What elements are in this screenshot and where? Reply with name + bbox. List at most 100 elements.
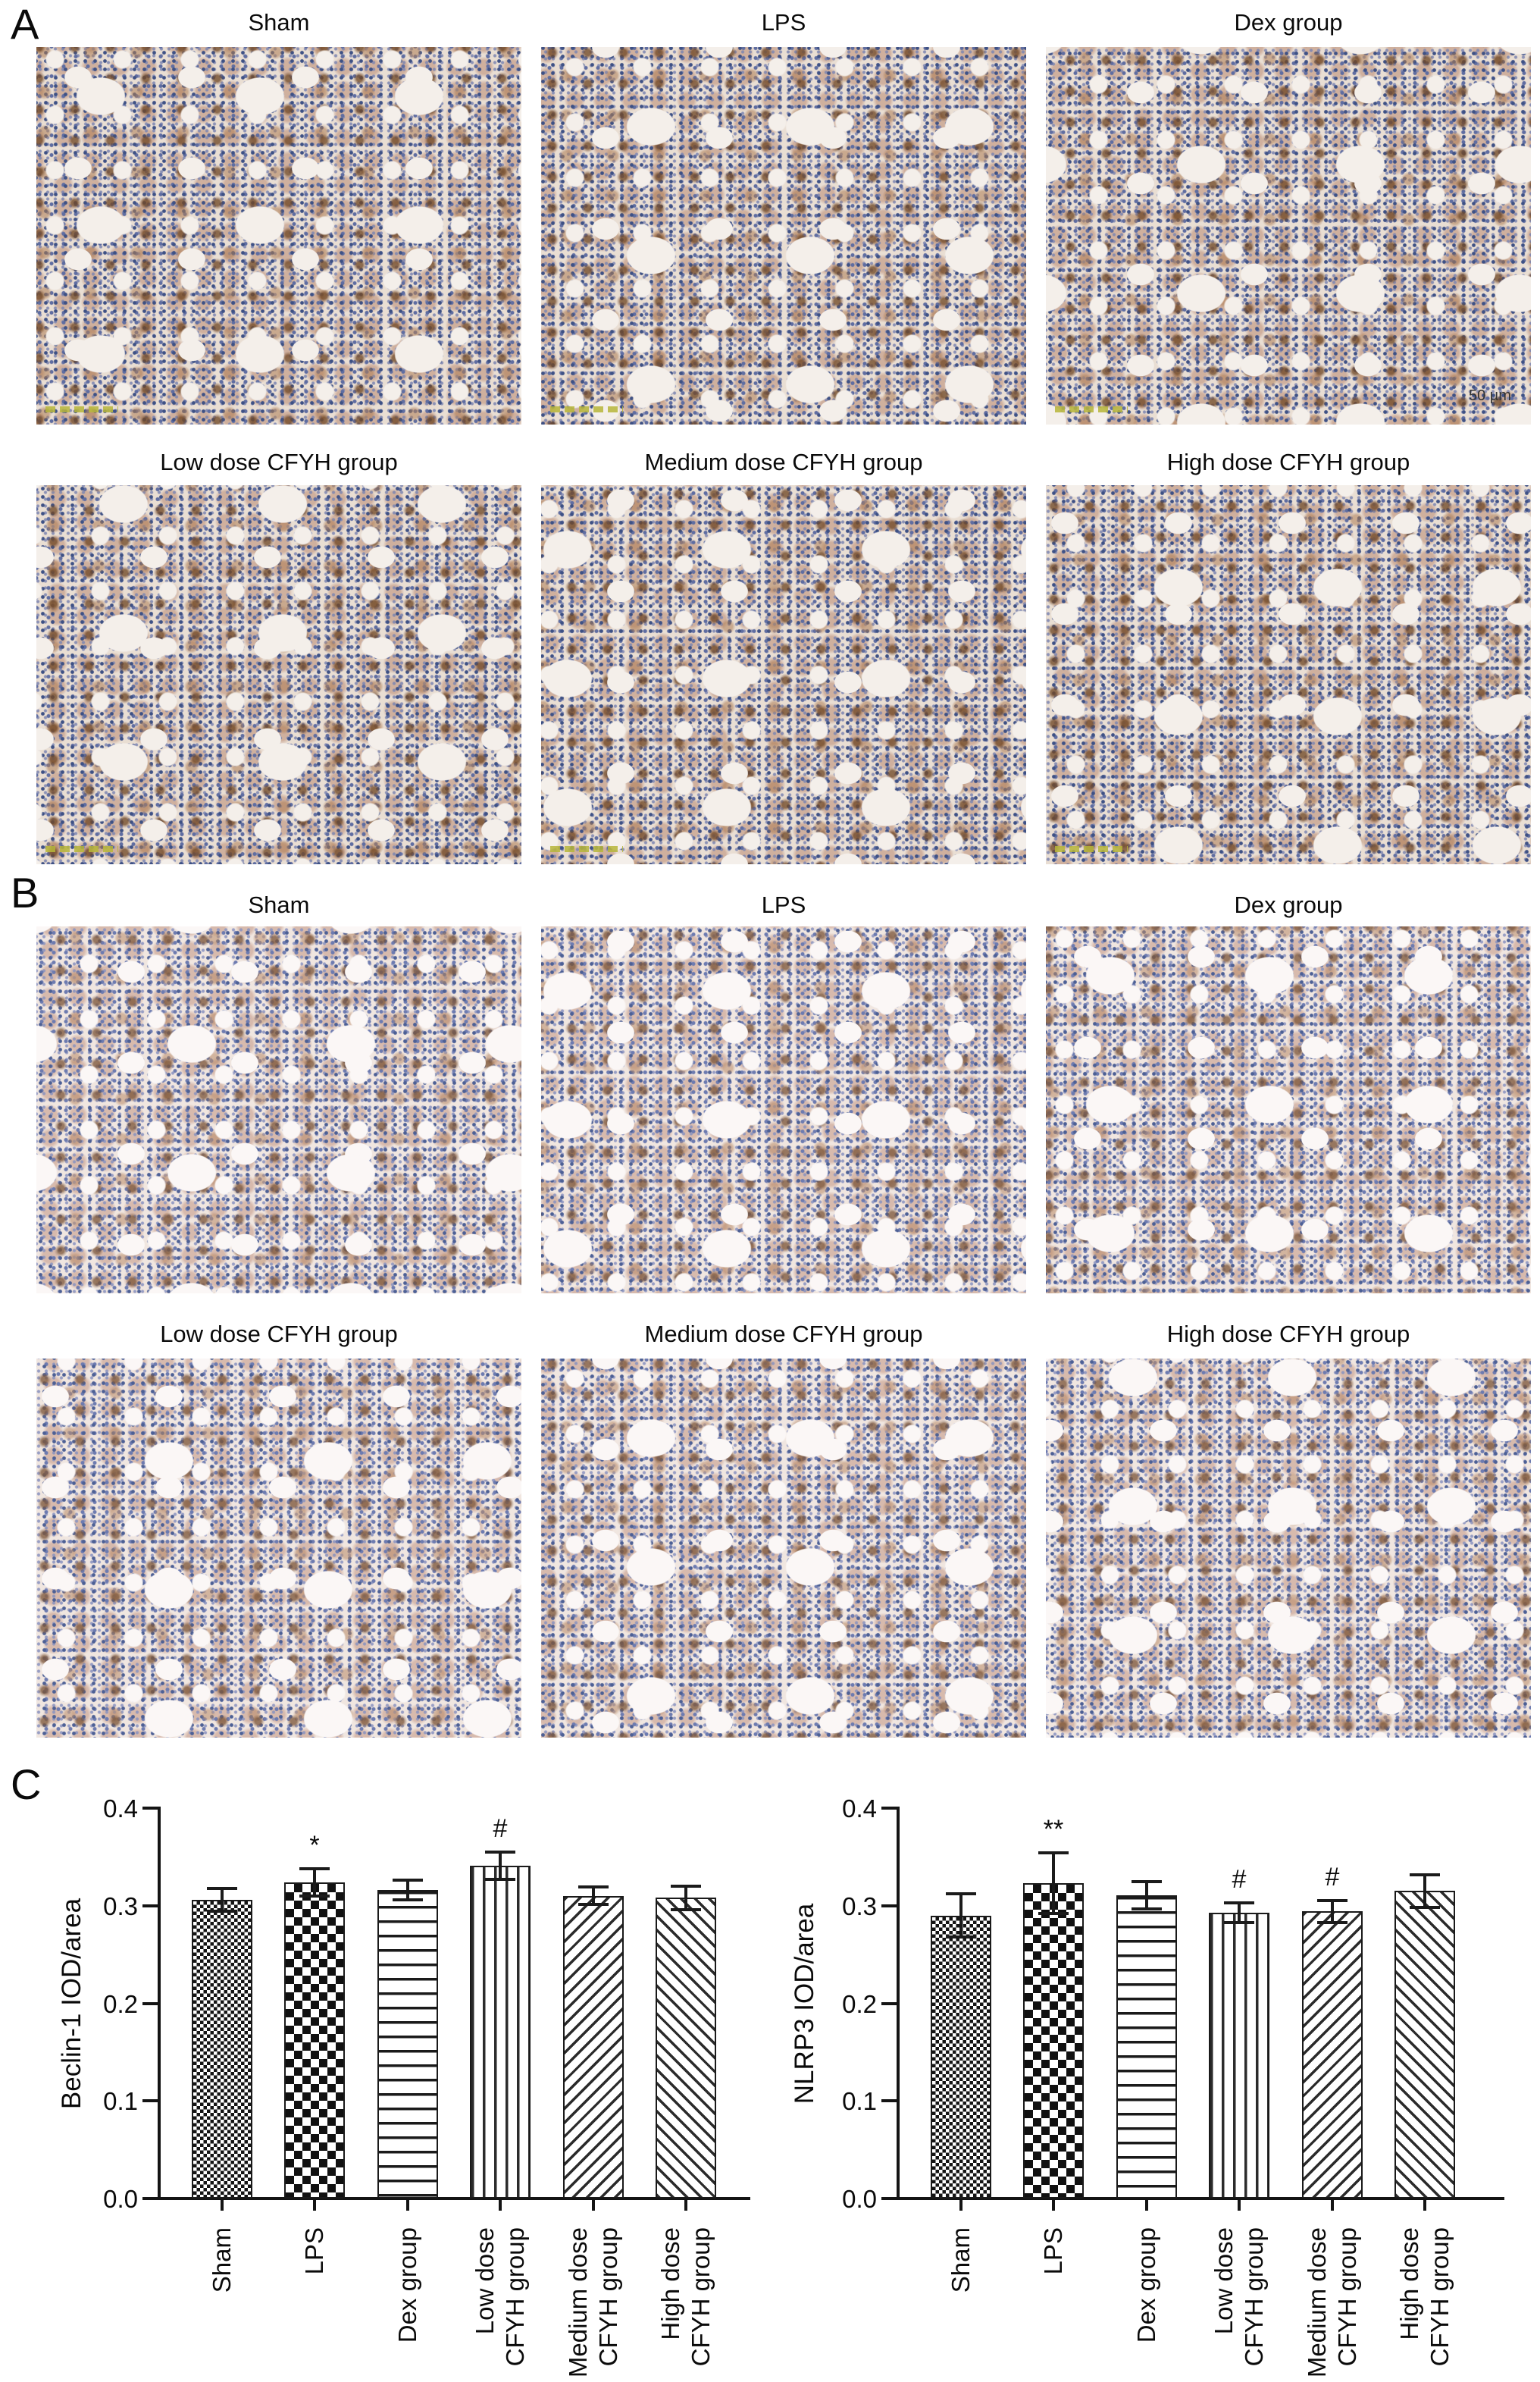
microscope-watermark — [550, 406, 623, 412]
x-tick — [406, 2200, 409, 2211]
error-bar-cap — [393, 1898, 423, 1902]
error-bar-cap — [1317, 1920, 1348, 1924]
error-bar — [499, 1851, 502, 1879]
error-bar-cap — [485, 1850, 515, 1854]
micrograph-b-low-dose — [36, 1359, 521, 1738]
error-bar-cap — [393, 1879, 423, 1882]
error-bar — [1423, 1874, 1426, 1908]
bar-dex-group — [1116, 1895, 1177, 2199]
y-tick — [142, 1904, 159, 1907]
error-bar-cap — [578, 1885, 609, 1889]
bar-high-dose-cfyh-group — [656, 1898, 716, 2199]
y-tick-label: 0.2 — [842, 1989, 877, 2018]
x-tick — [684, 2200, 687, 2211]
bar-low-dose-cfyh-group — [1209, 1912, 1269, 2199]
y-tick — [881, 2099, 898, 2103]
microscope-watermark — [550, 846, 623, 852]
y-axis-title: Beclin-1 IOD/area — [57, 1898, 86, 2109]
error-bar — [684, 1886, 687, 1910]
panel-a-label: A — [11, 0, 39, 48]
title-a-low: Low dose CFYH group — [160, 449, 398, 475]
y-tick-label: 0.1 — [103, 2087, 138, 2116]
error-bar-cap — [671, 1885, 701, 1888]
error-bar-cap — [1132, 1907, 1162, 1910]
micrograph-b-sham — [36, 926, 521, 1293]
x-tick — [1238, 2200, 1241, 2211]
scale-bar: 50 µm — [1469, 384, 1511, 405]
x-tick — [313, 2200, 316, 2211]
micrograph-a-medium-dose — [541, 485, 1026, 864]
error-bar-cap — [946, 1935, 976, 1939]
y-tick-label: 0.1 — [842, 2087, 877, 2116]
x-category-label: Low dose CFYH group — [471, 2227, 529, 2367]
error-bar-cap — [578, 1903, 609, 1907]
title-a-high: High dose CFYH group — [1166, 449, 1410, 475]
y-axis — [158, 1807, 161, 2200]
error-bar-cap — [1317, 1899, 1348, 1903]
x-category-label: Medium dose CFYH group — [1303, 2227, 1361, 2378]
significance-marker: # — [1325, 1863, 1340, 1892]
y-tick — [881, 2001, 898, 2005]
y-tick — [142, 2099, 159, 2103]
y-axis — [897, 1807, 900, 2200]
micrograph-a-low-dose — [36, 485, 521, 864]
y-tick-label: 0.3 — [103, 1891, 138, 1920]
title-b-high: High dose CFYH group — [1166, 1321, 1410, 1347]
x-category-label: High dose CFYH group — [1395, 2227, 1454, 2367]
bar-low-dose-cfyh-group — [470, 1865, 531, 2199]
y-tick-label: 0.3 — [842, 1891, 877, 1920]
error-bar — [313, 1868, 316, 1896]
x-category-label: High dose CFYH group — [656, 2227, 715, 2367]
error-bar-cap — [1410, 1906, 1440, 1910]
error-bar — [1238, 1902, 1241, 1923]
title-a-medium: Medium dose CFYH group — [644, 449, 923, 475]
error-bar — [1331, 1901, 1334, 1923]
micrograph-b-dex — [1046, 926, 1531, 1293]
error-bar-cap — [1038, 1851, 1069, 1855]
error-bar-cap — [1132, 1879, 1162, 1883]
error-bar — [592, 1887, 595, 1905]
x-category-label: Medium dose CFYH group — [564, 2227, 622, 2378]
y-tick — [881, 1904, 898, 1907]
bar-dex-group — [377, 1890, 438, 2199]
error-bar — [1145, 1881, 1148, 1909]
significance-marker: ** — [1043, 1815, 1064, 1844]
y-tick-label: 0.0 — [103, 2185, 138, 2213]
title-b-dex: Dex group — [1234, 892, 1343, 918]
error-bar-cap — [207, 1910, 237, 1913]
x-tick — [1145, 2200, 1148, 2211]
x-category-label: Dex group — [393, 2227, 421, 2343]
x-tick — [592, 2200, 595, 2211]
x-tick — [1052, 2200, 1055, 2211]
error-bar-cap — [946, 1892, 976, 1896]
y-tick — [881, 2197, 898, 2200]
microscope-watermark — [45, 406, 118, 412]
x-tick — [499, 2200, 502, 2211]
error-bar-cap — [299, 1866, 330, 1870]
x-category-label: Sham — [947, 2227, 975, 2293]
x-axis — [158, 2197, 750, 2200]
panel-b-label: B — [11, 869, 39, 917]
micrograph-b-high-dose — [1046, 1359, 1531, 1738]
y-axis-title: NLRP3 IOD/area — [790, 1903, 819, 2104]
significance-marker: * — [309, 1830, 320, 1860]
x-tick — [959, 2200, 962, 2211]
x-category-label: Dex group — [1132, 2227, 1160, 2343]
error-bar-cap — [1038, 1912, 1069, 1916]
micrograph-b-lps — [541, 926, 1026, 1293]
x-tick — [221, 2200, 224, 2211]
x-category-label: Sham — [208, 2227, 236, 2293]
bar-medium-dose-cfyh-group — [563, 1895, 624, 2199]
y-tick — [142, 1807, 159, 1810]
significance-marker: # — [493, 1813, 508, 1843]
bar-lps — [284, 1882, 345, 2199]
micrograph-a-high-dose — [1046, 485, 1531, 864]
error-bar-cap — [1224, 1901, 1254, 1904]
y-tick-label: 0.0 — [842, 2185, 877, 2213]
x-tick — [1423, 2200, 1426, 2211]
error-bar-cap — [299, 1894, 330, 1898]
micrograph-a-dex: 50 µm — [1046, 47, 1531, 425]
title-b-low: Low dose CFYH group — [160, 1321, 398, 1347]
title-a-lps: LPS — [761, 9, 806, 36]
bar-medium-dose-cfyh-group — [1302, 1911, 1363, 2199]
